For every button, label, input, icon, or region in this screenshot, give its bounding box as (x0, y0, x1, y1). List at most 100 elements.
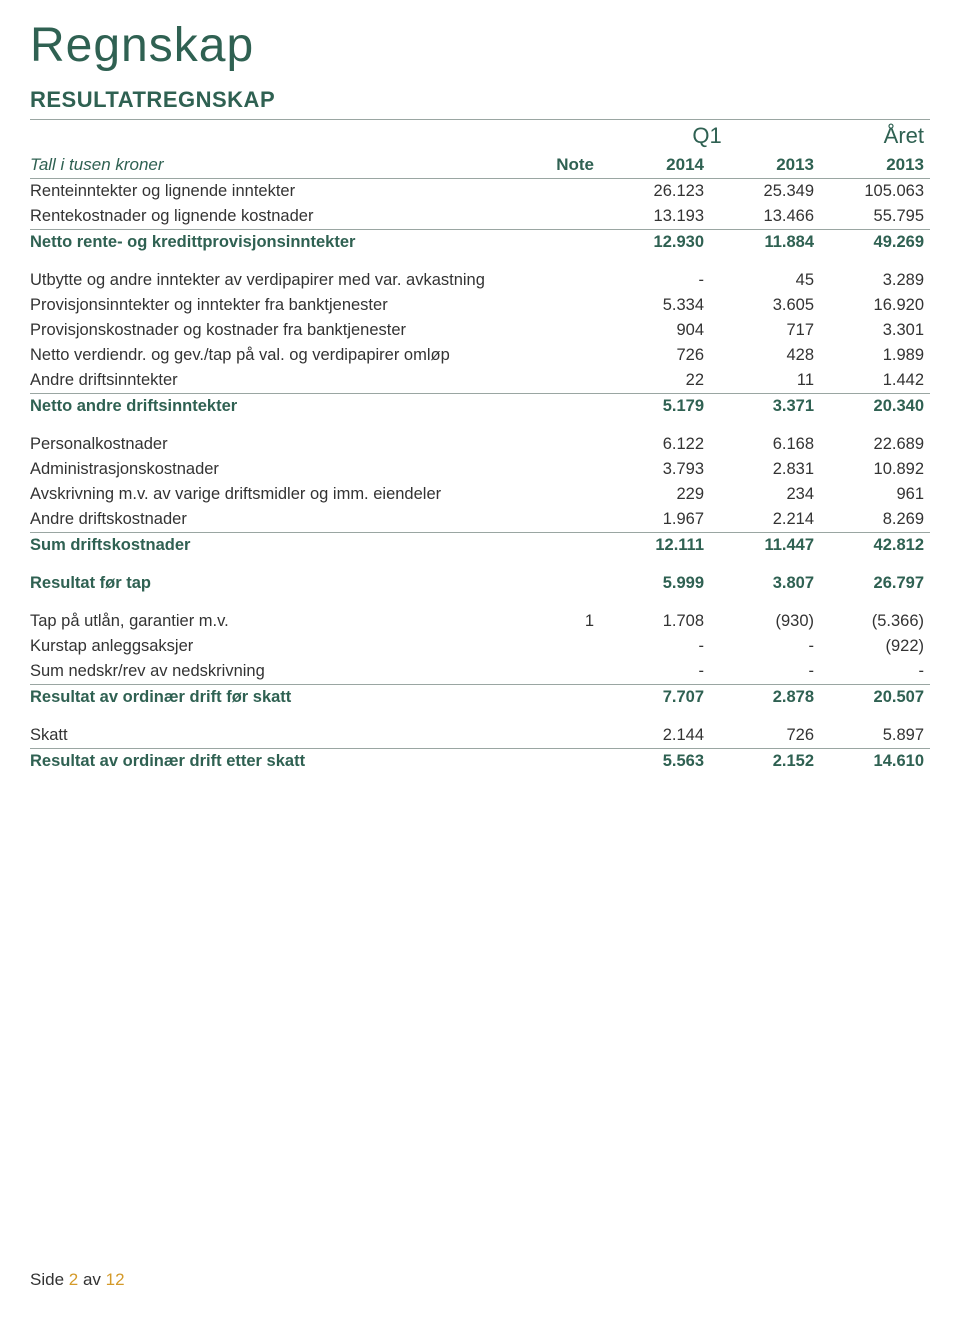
row-2014: - (600, 634, 710, 659)
row-label: Andre driftskostnader (30, 507, 505, 533)
row-2014: 26.123 (600, 179, 710, 204)
col-2013y: 2013 (820, 152, 930, 179)
table-row (30, 710, 930, 723)
row-label: Resultat av ordinær drift etter skatt (30, 749, 505, 775)
row-2013q: 13.466 (710, 204, 820, 230)
table-row: Kurstap anleggsaksjer--(922) (30, 634, 930, 659)
row-2013y: 22.689 (820, 432, 930, 457)
row-label: Provisjonskostnader og kostnader fra ban… (30, 318, 505, 343)
table-row: Administrasjonskostnader3.7932.83110.892 (30, 457, 930, 482)
table-row: Netto verdiendr. og gev./tap på val. og … (30, 343, 930, 368)
row-2013y: 5.897 (820, 723, 930, 749)
row-note: 1 (505, 609, 600, 634)
table-row (30, 255, 930, 268)
row-2013y: 961 (820, 482, 930, 507)
row-note (505, 723, 600, 749)
row-2013q: 11 (710, 368, 820, 394)
row-2014: - (600, 659, 710, 685)
row-2014: 5.179 (600, 394, 710, 420)
period-year: Året (820, 120, 930, 153)
row-label: Resultat før tap (30, 571, 505, 596)
table-row: Tap på utlån, garantier m.v.11.708(930)(… (30, 609, 930, 634)
row-2013q: 2.214 (710, 507, 820, 533)
row-label: Netto andre driftsinntekter (30, 394, 505, 420)
row-2014: 229 (600, 482, 710, 507)
table-row: Provisjonskostnader og kostnader fra ban… (30, 318, 930, 343)
row-note (505, 507, 600, 533)
table-row: Sum driftskostnader 12.11111.44742.812 (30, 533, 930, 559)
table-row (30, 596, 930, 609)
row-label: Andre driftsinntekter (30, 368, 505, 394)
row-2013q: 2.152 (710, 749, 820, 775)
row-note (505, 533, 600, 559)
row-2013y: 14.610 (820, 749, 930, 775)
row-2014: 1.967 (600, 507, 710, 533)
table-row: Sum nedskr/rev av nedskrivning--- (30, 659, 930, 685)
row-note (505, 368, 600, 394)
row-note (505, 230, 600, 256)
row-2013y: 16.920 (820, 293, 930, 318)
row-note (505, 749, 600, 775)
table-row: Netto rente- og kredittprovisjonsinntekt… (30, 230, 930, 256)
row-label: Sum driftskostnader (30, 533, 505, 559)
row-2014: 726 (600, 343, 710, 368)
row-2013y: 42.812 (820, 533, 930, 559)
table-row: Personalkostnader 6.1226.16822.689 (30, 432, 930, 457)
row-2014: 2.144 (600, 723, 710, 749)
row-2013y: 20.507 (820, 685, 930, 711)
footer-total-pages: 12 (106, 1270, 125, 1289)
row-2013q: 25.349 (710, 179, 820, 204)
row-2014: 22 (600, 368, 710, 394)
row-label: Skatt (30, 723, 505, 749)
row-2013q: 428 (710, 343, 820, 368)
row-2014: 5.334 (600, 293, 710, 318)
table-row: Rentekostnader og lignende kostnader13.1… (30, 204, 930, 230)
row-2013q: 3.807 (710, 571, 820, 596)
income-statement-table: Q1 Året Tall i tusen kroner Note 2014 20… (30, 119, 930, 774)
row-2014: 12.930 (600, 230, 710, 256)
row-2013q: (930) (710, 609, 820, 634)
row-2014: 12.111 (600, 533, 710, 559)
col-2013q: 2013 (710, 152, 820, 179)
row-label: Netto rente- og kredittprovisjonsinntekt… (30, 230, 505, 256)
row-2013q: - (710, 659, 820, 685)
page-title: Regnskap (30, 18, 930, 73)
row-note (505, 394, 600, 420)
row-2013q: 11.447 (710, 533, 820, 559)
row-note (505, 457, 600, 482)
row-2014: 1.708 (600, 609, 710, 634)
row-2013y: 8.269 (820, 507, 930, 533)
footer-page-number: 2 (69, 1270, 78, 1289)
row-note (505, 571, 600, 596)
row-2014: 6.122 (600, 432, 710, 457)
table-row: Andre driftskostnader 1.9672.2148.269 (30, 507, 930, 533)
row-note (505, 204, 600, 230)
row-note (505, 432, 600, 457)
table-row: Resultat av ordinær drift etter skatt5.5… (30, 749, 930, 775)
column-header-row: Tall i tusen kroner Note 2014 2013 2013 (30, 152, 930, 179)
row-2013q: 6.168 (710, 432, 820, 457)
row-2013q: 3.371 (710, 394, 820, 420)
row-label: Kurstap anleggsaksjer (30, 634, 505, 659)
table-row (30, 419, 930, 432)
row-label: Rentekostnader og lignende kostnader (30, 204, 505, 230)
unit-label: Tall i tusen kroner (30, 152, 505, 179)
row-2013y: 3.301 (820, 318, 930, 343)
row-2013y: 3.289 (820, 268, 930, 293)
row-2014: - (600, 268, 710, 293)
row-label: Netto verdiendr. og gev./tap på val. og … (30, 343, 505, 368)
row-2013y: 105.063 (820, 179, 930, 204)
row-note (505, 293, 600, 318)
row-label: Personalkostnader (30, 432, 505, 457)
page-footer: Side 2 av 12 (30, 1270, 125, 1290)
row-label: Renteinntekter og lignende inntekter (30, 179, 505, 204)
row-label: Sum nedskr/rev av nedskrivning (30, 659, 505, 685)
row-note (505, 659, 600, 685)
row-note (505, 634, 600, 659)
row-2013y: 49.269 (820, 230, 930, 256)
row-2013q: 3.605 (710, 293, 820, 318)
row-2013y: 55.795 (820, 204, 930, 230)
row-label: Avskrivning m.v. av varige driftsmidler … (30, 482, 505, 507)
row-2013y: 20.340 (820, 394, 930, 420)
row-2013y: - (820, 659, 930, 685)
